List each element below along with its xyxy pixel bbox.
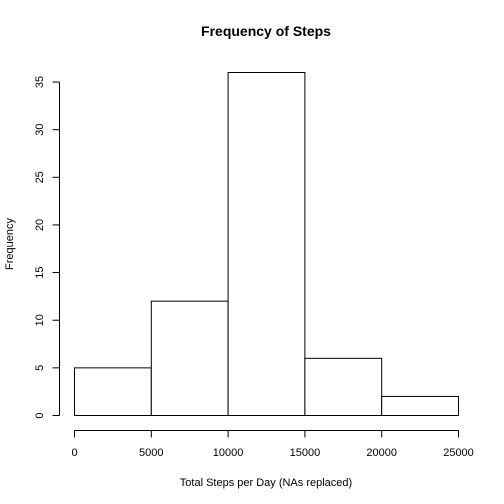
bars-group bbox=[74, 72, 460, 417]
y-tick-label-6: 30 bbox=[34, 124, 46, 136]
y-tick-label-3: 15 bbox=[34, 266, 46, 278]
histogram-bar-1 bbox=[150, 300, 229, 416]
x-tick-label-3: 15000 bbox=[290, 447, 321, 459]
x-tick-label-5: 25000 bbox=[443, 447, 474, 459]
y-axis: 0 5 10 15 20 25 30 35 bbox=[34, 76, 60, 419]
histogram-bar-3 bbox=[304, 357, 383, 417]
x-axis: 0 5000 10000 15000 20000 25000 bbox=[71, 430, 474, 459]
x-tick-label-4: 20000 bbox=[366, 447, 397, 459]
y-tick-label-5: 25 bbox=[34, 171, 46, 183]
chart-title: Frequency of Steps bbox=[201, 23, 331, 39]
histogram-bar-4 bbox=[381, 395, 460, 417]
x-tick-label-2: 10000 bbox=[213, 447, 244, 459]
y-tick-label-4: 20 bbox=[34, 219, 46, 231]
y-tick-label-7: 35 bbox=[34, 76, 46, 88]
y-axis-label: Frequency bbox=[4, 218, 16, 270]
histogram-bar-2 bbox=[227, 72, 306, 416]
x-tick-label-1: 5000 bbox=[139, 447, 163, 459]
y-tick-label-1: 5 bbox=[34, 365, 46, 371]
histogram-bar-0 bbox=[74, 367, 152, 417]
y-tick-label-0: 0 bbox=[34, 412, 46, 418]
x-tick-label-0: 0 bbox=[71, 447, 77, 459]
y-tick-label-2: 10 bbox=[34, 314, 46, 326]
x-axis-label: Total Steps per Day (NAs replaced) bbox=[180, 477, 352, 489]
